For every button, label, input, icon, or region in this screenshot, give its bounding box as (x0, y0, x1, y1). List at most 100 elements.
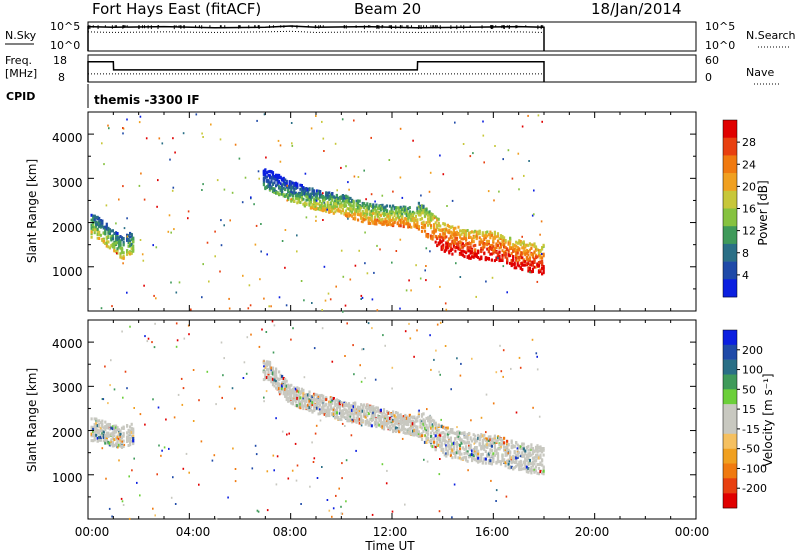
range-gate-cell (90, 417, 93, 421)
range-gate-cell (416, 433, 419, 437)
range-gate-cell (480, 455, 483, 459)
range-gate-cell (317, 189, 320, 193)
range-gate-cell (382, 222, 386, 226)
scatter-cell (103, 163, 105, 166)
scatter-cell (185, 452, 188, 455)
scatter-cell (348, 188, 350, 191)
range-gate-cell (119, 444, 122, 448)
scatter-cell (424, 434, 426, 437)
range-gate-cell (430, 431, 433, 435)
range-gate-cell (309, 195, 313, 198)
range-gate-cell (458, 452, 462, 456)
range-gate-cell (440, 431, 443, 435)
range-gate-cell (521, 256, 524, 260)
range-gate-cell (281, 376, 284, 380)
scatter-cell (122, 262, 124, 265)
scatter-cell (304, 172, 307, 175)
range-gate-cell (334, 206, 337, 210)
range-gate-cell (427, 234, 430, 238)
scatter-cell (322, 219, 324, 221)
range-gate-cell (378, 207, 381, 211)
scatter-cell (439, 321, 442, 324)
range-gate-cell (267, 361, 270, 364)
range-gate-cell (513, 457, 516, 461)
scatter-cell (126, 387, 128, 390)
range-gate-cell (105, 434, 108, 438)
noise-spike (423, 25, 425, 28)
scatter-cell (415, 264, 417, 267)
range-gate-cell (442, 228, 445, 232)
range-gate-cell (533, 470, 536, 474)
range-gate-cell (408, 431, 411, 435)
range-gate-cell (296, 386, 299, 390)
range-gate-cell (430, 236, 433, 240)
range-gate-cell (512, 456, 515, 460)
range-gate-cell (411, 425, 414, 429)
range-gate-cell (536, 450, 539, 454)
range-gate-cell (449, 430, 452, 434)
range-gate-cell (387, 411, 390, 415)
range-gate-cell (363, 409, 366, 413)
range-gate-cell (355, 199, 358, 203)
range-gate-cell (489, 444, 492, 447)
range-gate-cell (427, 418, 430, 422)
scatter-cell (122, 127, 125, 130)
range-gate-cell (296, 404, 299, 407)
scatter-cell (495, 489, 498, 492)
range-gate-cell (404, 217, 407, 220)
range-gate-cell (472, 240, 475, 244)
range-gate-cell (297, 194, 300, 198)
range-gate-cell (360, 206, 363, 210)
scatter-cell (361, 348, 363, 351)
range-gate-cell (116, 247, 119, 251)
range-gate-cell (537, 261, 541, 264)
range-gate-cell (319, 190, 322, 194)
scatter-cell (272, 454, 275, 457)
range-gate-cell (278, 370, 281, 374)
range-gate-cell (437, 235, 440, 239)
range-gate-cell (104, 428, 107, 432)
range-gate-cell (398, 223, 401, 227)
range-gate-cell (382, 220, 386, 224)
scatter-cell (115, 252, 118, 255)
range-gate-cell (363, 212, 366, 216)
range-gate-cell (512, 262, 515, 266)
range-gate-cell (489, 435, 492, 439)
scatter-cell (494, 145, 496, 147)
colorbar-tick-label: 28 (742, 136, 756, 149)
range-gate-cell (305, 398, 308, 402)
range-gate-cell (468, 431, 471, 435)
range-gate-cell (373, 220, 376, 224)
range-gate-cell (420, 438, 424, 441)
range-gate-cell (454, 226, 457, 230)
range-gate-cell (531, 460, 534, 464)
range-gate-cell (340, 205, 343, 209)
scatter-cell (273, 469, 275, 472)
range-gate-cell (387, 214, 390, 218)
range-gate-cell (498, 250, 501, 254)
range-gate-cell (99, 225, 102, 229)
range-gate-cell (102, 436, 105, 439)
range-gate-cell (427, 416, 430, 420)
noise-spike (410, 25, 412, 28)
range-gate-cell (387, 416, 390, 420)
range-gate-cell (483, 251, 486, 255)
scatter-cell (539, 268, 541, 271)
range-gate-cell (431, 437, 434, 441)
velocity-ytick-4000: 4000 (52, 337, 83, 351)
range-gate-cell (486, 443, 489, 447)
range-gate-cell (270, 170, 273, 174)
range-gate-cell (484, 258, 487, 262)
range-gate-cell (466, 437, 469, 441)
range-gate-cell (299, 187, 302, 191)
range-gate-cell (449, 428, 452, 431)
range-gate-cell (281, 384, 284, 388)
range-gate-cell (262, 180, 265, 184)
range-gate-cell (478, 236, 481, 240)
range-gate-cell (113, 427, 116, 431)
range-gate-cell (293, 189, 296, 193)
range-gate-cell (317, 412, 320, 416)
range-gate-cell (407, 423, 410, 427)
range-gate-cell (525, 251, 528, 255)
range-gate-cell (305, 395, 308, 399)
